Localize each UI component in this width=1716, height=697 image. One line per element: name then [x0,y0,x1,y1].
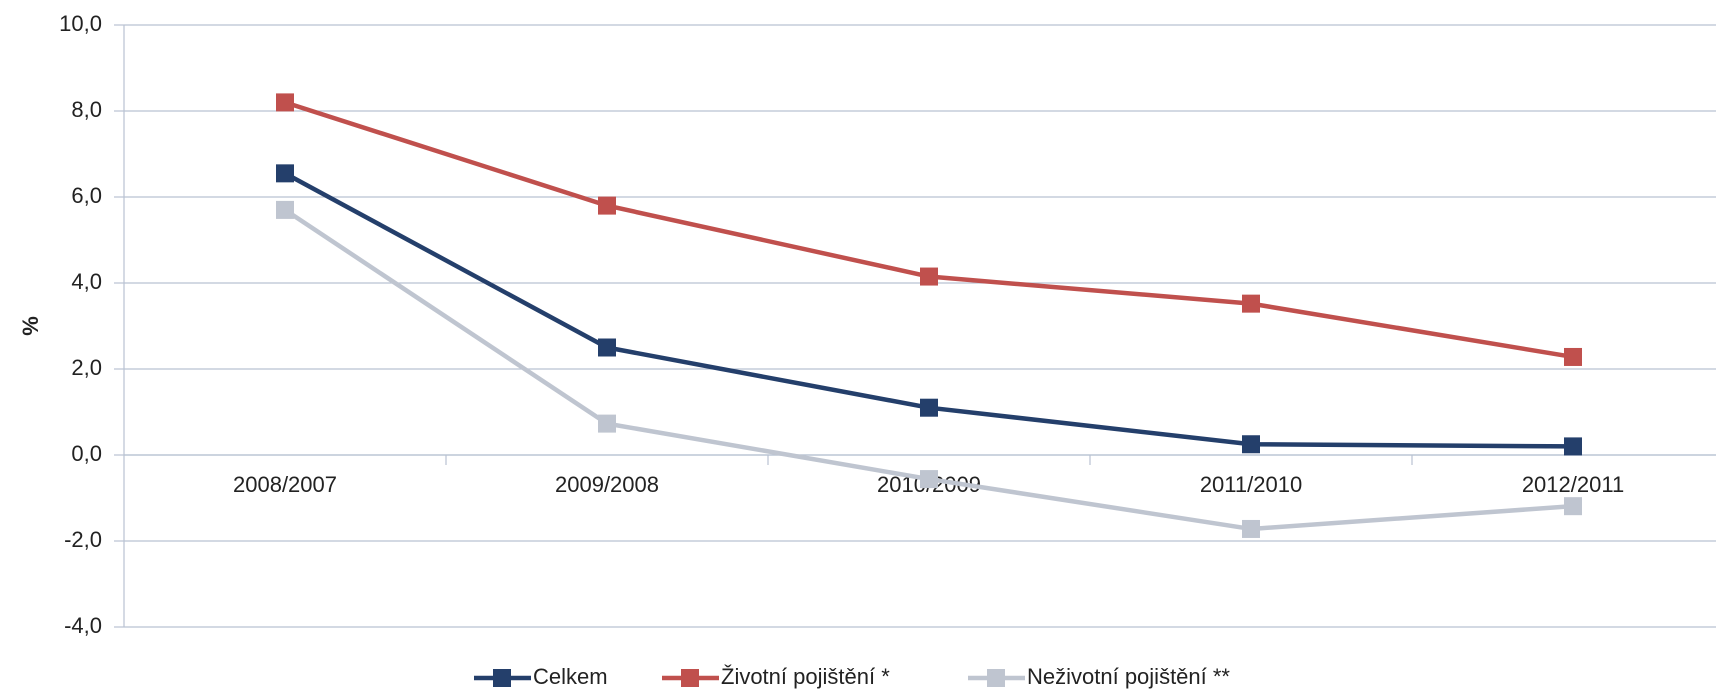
marker [1242,519,1260,538]
marker [276,200,294,219]
y-tick-label: 6,0 [71,183,102,208]
y-tick-label: -2,0 [64,527,102,552]
y-tick-label: 4,0 [71,269,102,294]
y-tick-label: 10,0 [59,11,102,36]
y-tick-label: -4,0 [64,613,102,638]
marker [1242,294,1260,313]
legend-label: Celkem [533,664,608,689]
marker [598,414,616,433]
marker [598,338,616,357]
y-tick-label: 2,0 [71,355,102,380]
y-tick-label: 0,0 [71,441,102,466]
legend-label: Životní pojištění * [721,664,890,689]
marker [920,470,938,489]
series-line [284,100,1574,360]
marker [1564,437,1582,456]
y-tick-label: 8,0 [71,97,102,122]
marker [920,398,938,417]
marker [1242,435,1260,454]
legend-marker [987,669,1005,687]
legend-label: Neživotní pojištění ** [1027,664,1230,689]
marker [276,164,294,183]
marker [920,267,938,286]
x-tick-label: 2009/2008 [555,472,659,497]
x-tick-label: 2008/2007 [233,472,337,497]
marker [1564,497,1582,516]
marker [598,196,616,215]
y-axis-label: % [18,316,43,336]
x-tick-label: 2011/2010 [1200,472,1302,497]
legend-marker [493,669,511,687]
legend-marker [681,669,699,687]
marker [1564,347,1582,366]
x-tick-label: 2012/2011 [1522,472,1624,497]
marker [276,93,294,112]
